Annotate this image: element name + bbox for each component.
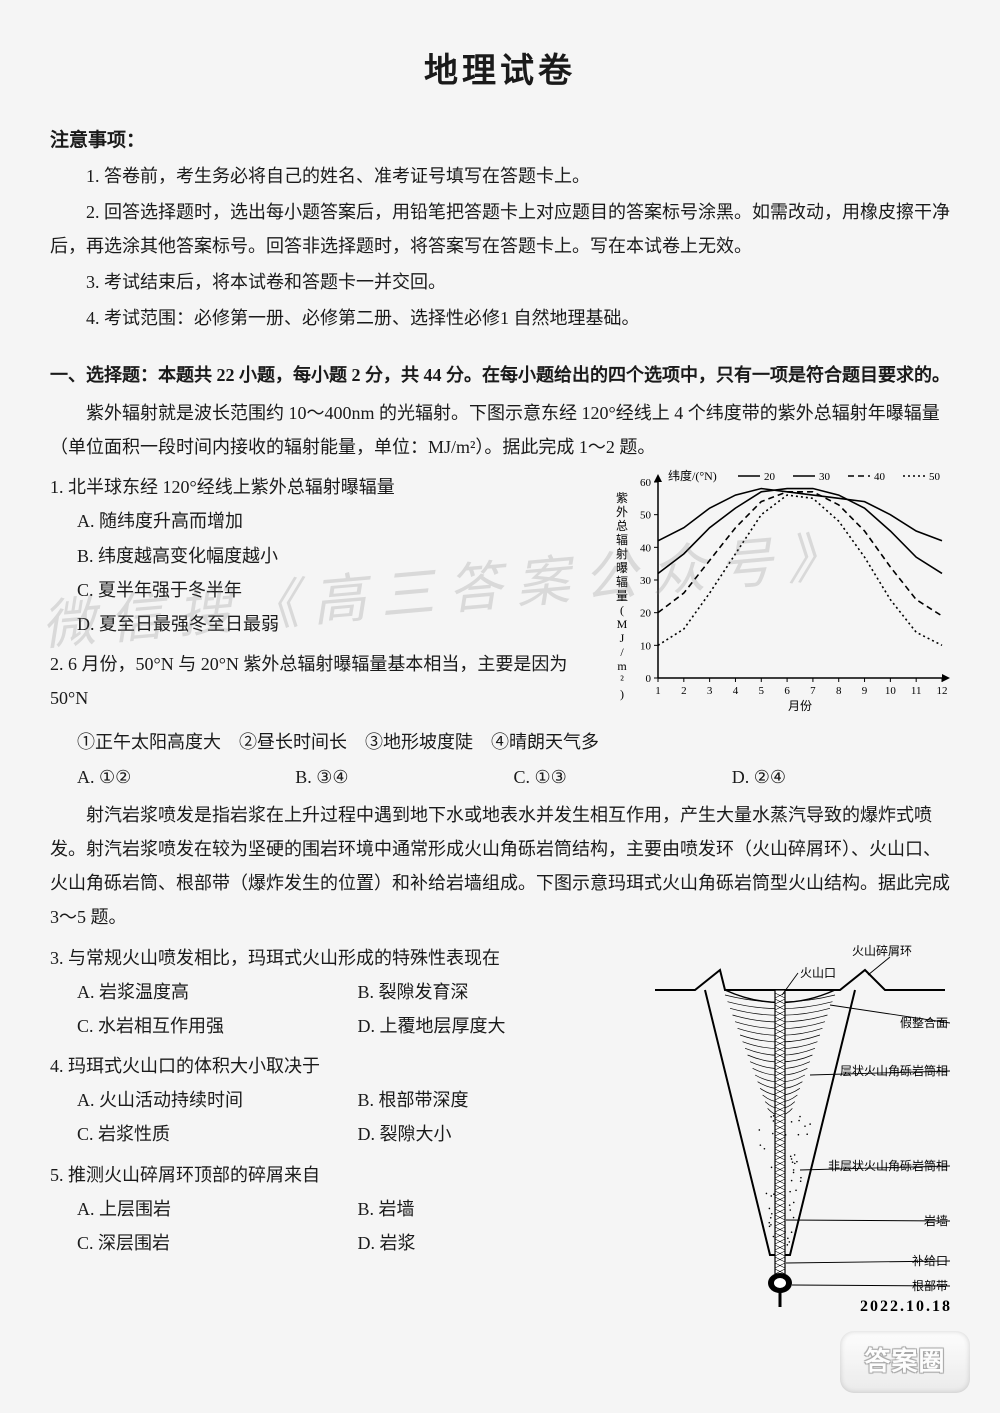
svg-text:纬度/(°N): 纬度/(°N) bbox=[668, 468, 717, 483]
question-5-option: A. 上层围岩 bbox=[77, 1192, 358, 1226]
question-3-option: C. 水岩相互作用强 bbox=[77, 1009, 358, 1043]
question-3-option: A. 岩浆温度高 bbox=[77, 975, 358, 1009]
svg-text:紫: 紫 bbox=[616, 491, 628, 505]
svg-text:12: 12 bbox=[937, 685, 948, 697]
svg-text:假整合面: 假整合面 bbox=[900, 1015, 948, 1030]
svg-text:8: 8 bbox=[836, 685, 842, 697]
svg-text:M: M bbox=[617, 617, 628, 631]
svg-text:): ) bbox=[620, 687, 624, 701]
question-3-option: D. 上覆地层厚度大 bbox=[358, 1009, 639, 1043]
svg-text:曝: 曝 bbox=[616, 561, 628, 575]
uv-radiation-chart: 0102030405060123456789101112纬度/(°N)20304… bbox=[610, 464, 950, 725]
question-5-option: B. 岩墙 bbox=[358, 1192, 639, 1226]
svg-text:/: / bbox=[620, 645, 624, 659]
svg-text:40: 40 bbox=[874, 471, 886, 483]
notice-item: 2. 回答选择题时，选出每小题答案后，用铅笔把答题卡上对应题目的答案标号涂黑。如… bbox=[50, 195, 950, 263]
svg-text:层状火山角砾岩筒相: 层状火山角砾岩筒相 bbox=[840, 1063, 948, 1078]
question-5-stem: 5. 推测火山碎屑环顶部的碎屑来自 bbox=[50, 1158, 638, 1192]
svg-text:4: 4 bbox=[733, 685, 739, 697]
question-1-option: C. 夏半年强于冬半年 bbox=[50, 573, 598, 607]
svg-text:m: m bbox=[617, 659, 627, 673]
svg-text:²: ² bbox=[620, 673, 624, 687]
svg-text:非层状火山角砾岩筒相: 非层状火山角砾岩筒相 bbox=[828, 1158, 948, 1173]
svg-text:火山口: 火山口 bbox=[800, 966, 836, 980]
svg-text:20: 20 bbox=[764, 471, 776, 483]
question-4-stem: 4. 玛珥式火山口的体积大小取决于 bbox=[50, 1049, 638, 1083]
svg-text:60: 60 bbox=[640, 477, 652, 489]
svg-text:10: 10 bbox=[640, 641, 652, 653]
question-5-option: D. 岩浆 bbox=[358, 1226, 639, 1260]
svg-text:外: 外 bbox=[616, 505, 628, 519]
svg-text:J: J bbox=[620, 631, 625, 645]
svg-text:总: 总 bbox=[616, 519, 628, 533]
svg-text:3: 3 bbox=[707, 685, 713, 697]
question-4-option: C. 岩浆性质 bbox=[77, 1117, 358, 1151]
section-heading: 一、选择题：本题共 22 小题，每小题 2 分，共 44 分。在每小题给出的四个… bbox=[50, 358, 950, 392]
svg-text:(: ( bbox=[620, 603, 624, 617]
svg-text:20: 20 bbox=[640, 608, 652, 620]
question-2-circled: ①正午太阳高度大 ②昼长时间长 ③地形坡度陡 ④晴朗天气多 bbox=[50, 725, 950, 759]
svg-text:量: 量 bbox=[616, 589, 628, 603]
svg-text:50: 50 bbox=[929, 471, 941, 483]
question-3-stem: 3. 与常规火山喷发相比，玛珥式火山形成的特殊性表现在 bbox=[50, 941, 638, 975]
question-1-option: D. 夏至日最强冬至日最弱 bbox=[50, 607, 598, 641]
svg-text:6: 6 bbox=[784, 685, 790, 697]
svg-text:30: 30 bbox=[640, 575, 652, 587]
notice-item: 3. 考试结束后，将本试卷和答题卡一并交回。 bbox=[50, 265, 950, 299]
svg-text:2022.10.18: 2022.10.18 bbox=[860, 1298, 950, 1315]
svg-text:50: 50 bbox=[640, 510, 652, 522]
svg-text:2: 2 bbox=[681, 685, 687, 697]
question-3-option: B. 裂隙发育深 bbox=[358, 975, 639, 1009]
svg-text:辐: 辐 bbox=[616, 532, 628, 547]
svg-text:7: 7 bbox=[810, 685, 816, 697]
svg-text:30: 30 bbox=[819, 471, 831, 483]
question-4-option: D. 裂隙大小 bbox=[358, 1117, 639, 1151]
svg-text:月份: 月份 bbox=[788, 699, 812, 713]
svg-text:辐: 辐 bbox=[616, 574, 628, 589]
svg-text:1: 1 bbox=[655, 685, 661, 697]
svg-text:补给口: 补给口 bbox=[912, 1254, 948, 1268]
question-5-option: C. 深层围岩 bbox=[77, 1226, 358, 1260]
question-2-option: C. ①③ bbox=[514, 760, 732, 794]
svg-text:0: 0 bbox=[646, 673, 652, 685]
passage-intro-1: 紫外辐射就是波长范围约 10～400nm 的光辐射。下图示意东经 120°经线上… bbox=[50, 396, 950, 464]
svg-text:火山碎屑环: 火山碎屑环 bbox=[852, 943, 912, 958]
svg-text:10: 10 bbox=[885, 685, 897, 697]
question-4-option: A. 火山活动持续时间 bbox=[77, 1083, 358, 1117]
svg-text:40: 40 bbox=[640, 543, 652, 555]
passage-intro-2: 射汽岩浆喷发是指岩浆在上升过程中遇到地下水或地表水并发生相互作用，产生大量水蒸汽… bbox=[50, 798, 950, 935]
question-1-option: B. 纬度越高变化幅度越小 bbox=[50, 539, 598, 573]
notice-heading: 注意事项： bbox=[50, 123, 950, 159]
volcano-diagram: 火山碎屑环火山口假整合面层状火山角砾岩筒相非层状火山角砾岩筒相岩墙补给口根部带 2… bbox=[650, 935, 950, 1326]
svg-text:射: 射 bbox=[616, 546, 628, 561]
svg-text:岩墙: 岩墙 bbox=[924, 1213, 948, 1228]
question-2-option: D. ②④ bbox=[732, 760, 950, 794]
watermark-logo: 答案圈 bbox=[840, 1331, 970, 1393]
page-title: 地理试卷 bbox=[50, 40, 950, 105]
notice-item: 4. 考试范围：必修第一册、必修第二册、选择性必修1 自然地理基础。 bbox=[50, 301, 950, 335]
question-1-stem: 1. 北半球东经 120°经线上紫外总辐射曝辐量 bbox=[50, 470, 598, 504]
svg-text:11: 11 bbox=[911, 685, 922, 697]
question-2-option: A. ①② bbox=[77, 760, 295, 794]
notice-item: 1. 答卷前，考生务必将自己的姓名、准考证号填写在答题卡上。 bbox=[50, 159, 950, 193]
svg-text:5: 5 bbox=[759, 685, 765, 697]
svg-text:根部带: 根部带 bbox=[912, 1278, 948, 1293]
question-4-option: B. 根部带深度 bbox=[358, 1083, 639, 1117]
question-2-option: B. ③④ bbox=[295, 760, 513, 794]
svg-text:9: 9 bbox=[862, 685, 868, 697]
question-1-option: A. 随纬度升高而增加 bbox=[50, 504, 598, 538]
question-2-stem: 2. 6 月份，50°N 与 20°N 紫外总辐射曝辐量基本相当，主要是因为 5… bbox=[50, 647, 598, 715]
